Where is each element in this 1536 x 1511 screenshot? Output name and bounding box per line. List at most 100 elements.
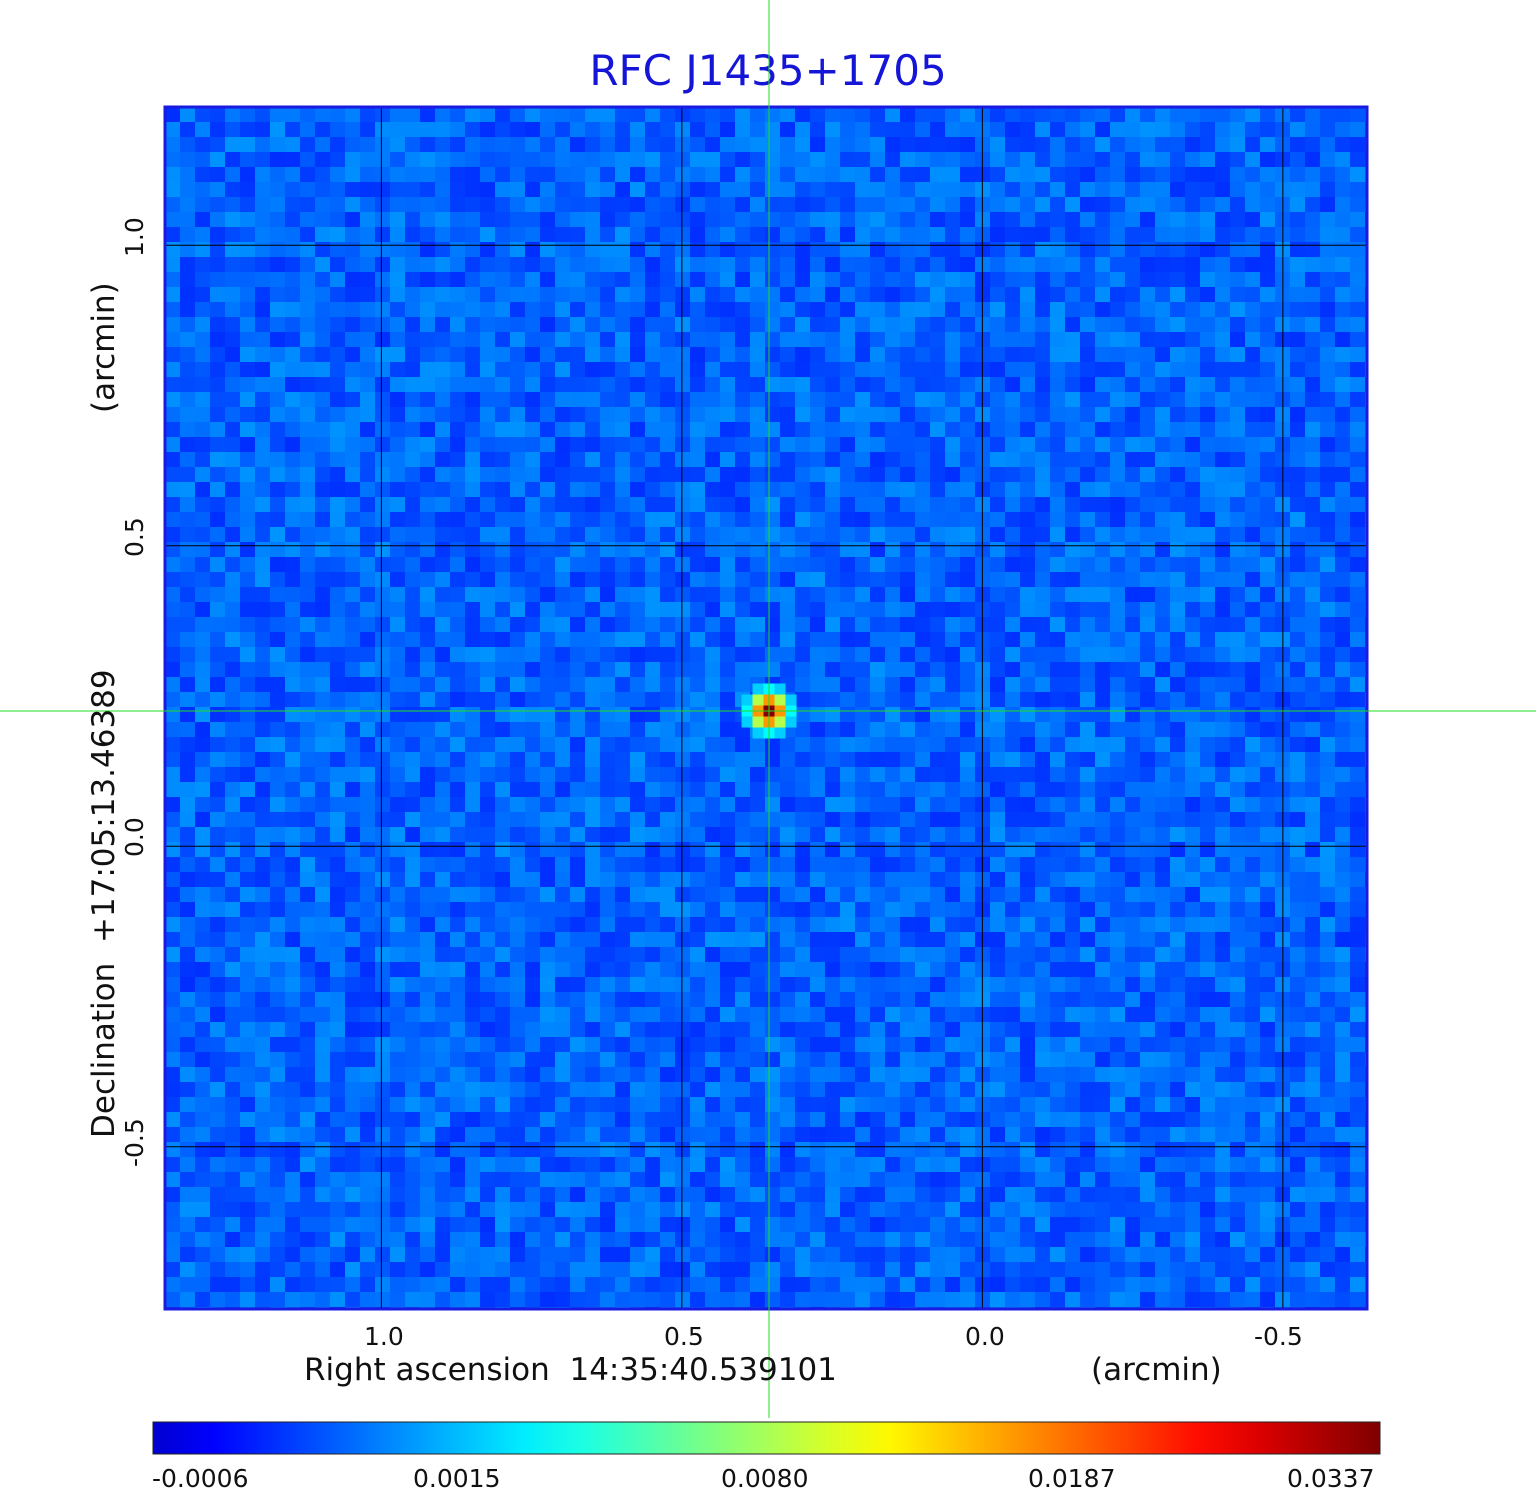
map-pixel <box>450 767 465 782</box>
map-pixel <box>810 317 825 332</box>
map-pixel <box>945 377 960 392</box>
map-pixel <box>465 587 480 602</box>
map-pixel <box>825 797 840 812</box>
map-pixel <box>720 407 735 422</box>
map-pixel <box>300 272 315 287</box>
map-pixel <box>750 212 765 227</box>
map-pixel <box>990 932 1005 947</box>
map-pixel <box>1095 842 1110 857</box>
map-pixel <box>750 227 765 242</box>
map-pixel <box>450 602 465 617</box>
map-pixel <box>195 797 210 812</box>
map-pixel <box>1170 377 1185 392</box>
map-pixel <box>435 422 450 437</box>
map-pixel <box>555 812 570 827</box>
map-pixel <box>735 677 750 692</box>
map-pixel <box>330 407 345 422</box>
map-pixel <box>1305 947 1320 962</box>
map-pixel <box>540 932 555 947</box>
map-pixel <box>825 287 840 302</box>
map-pixel <box>300 752 315 767</box>
map-pixel <box>1350 512 1365 527</box>
map-pixel <box>315 182 330 197</box>
map-pixel <box>825 152 840 167</box>
map-pixel <box>810 992 825 1007</box>
map-pixel <box>675 1007 690 1022</box>
map-pixel <box>1320 947 1335 962</box>
map-pixel <box>435 197 450 212</box>
map-pixel <box>930 212 945 227</box>
map-pixel <box>465 962 480 977</box>
map-pixel <box>615 662 630 677</box>
map-pixel <box>480 557 495 572</box>
map-pixel <box>1185 422 1200 437</box>
map-pixel <box>1095 482 1110 497</box>
map-pixel <box>1005 362 1020 377</box>
map-pixel <box>255 482 270 497</box>
map-pixel <box>1155 617 1170 632</box>
map-pixel <box>1035 887 1050 902</box>
map-pixel <box>585 662 600 677</box>
map-pixel <box>795 392 810 407</box>
map-pixel <box>540 242 555 257</box>
map-pixel <box>570 542 585 557</box>
map-pixel <box>525 587 540 602</box>
map-pixel <box>1170 392 1185 407</box>
map-pixel <box>885 992 900 1007</box>
map-pixel <box>945 872 960 887</box>
map-pixel <box>1020 167 1035 182</box>
map-pixel <box>1260 1007 1275 1022</box>
map-pixel <box>345 932 360 947</box>
map-pixel <box>990 197 1005 212</box>
map-pixel <box>540 587 555 602</box>
map-pixel <box>570 797 585 812</box>
map-pixel <box>705 947 720 962</box>
map-pixel <box>720 572 735 587</box>
map-pixel <box>1065 542 1080 557</box>
map-pixel <box>705 617 720 632</box>
map-pixel <box>555 1022 570 1037</box>
map-pixel <box>495 677 510 692</box>
map-pixel <box>585 902 600 917</box>
map-pixel <box>1140 167 1155 182</box>
map-pixel <box>675 497 690 512</box>
map-pixel <box>705 857 720 872</box>
map-pixel <box>645 737 660 752</box>
map-pixel <box>165 287 180 302</box>
map-pixel <box>1200 1007 1215 1022</box>
map-pixel <box>1155 767 1170 782</box>
map-pixel <box>750 197 765 212</box>
map-pixel <box>555 227 570 242</box>
map-pixel <box>840 317 855 332</box>
map-pixel <box>825 857 840 872</box>
map-pixel <box>885 302 900 317</box>
map-pixel <box>735 782 750 797</box>
map-pixel <box>420 587 435 602</box>
map-pixel <box>660 407 675 422</box>
map-pixel <box>465 362 480 377</box>
map-pixel <box>915 752 930 767</box>
map-pixel <box>1140 407 1155 422</box>
map-pixel <box>270 977 285 992</box>
map-pixel <box>1110 557 1125 572</box>
map-pixel <box>1185 902 1200 917</box>
map-pixel <box>840 1022 855 1037</box>
map-pixel <box>810 302 825 317</box>
map-pixel <box>195 557 210 572</box>
map-pixel <box>870 482 885 497</box>
map-pixel <box>315 137 330 152</box>
map-pixel <box>990 692 1005 707</box>
map-pixel <box>555 1007 570 1022</box>
map-pixel <box>375 182 390 197</box>
map-pixel <box>540 137 555 152</box>
map-pixel <box>270 542 285 557</box>
map-pixel <box>855 527 870 542</box>
map-pixel <box>1110 827 1125 842</box>
map-pixel <box>990 902 1005 917</box>
map-pixel <box>225 227 240 242</box>
map-pixel <box>1035 917 1050 932</box>
map-pixel <box>615 722 630 737</box>
map-pixel <box>300 227 315 242</box>
map-pixel <box>1005 197 1020 212</box>
map-pixel <box>450 362 465 377</box>
